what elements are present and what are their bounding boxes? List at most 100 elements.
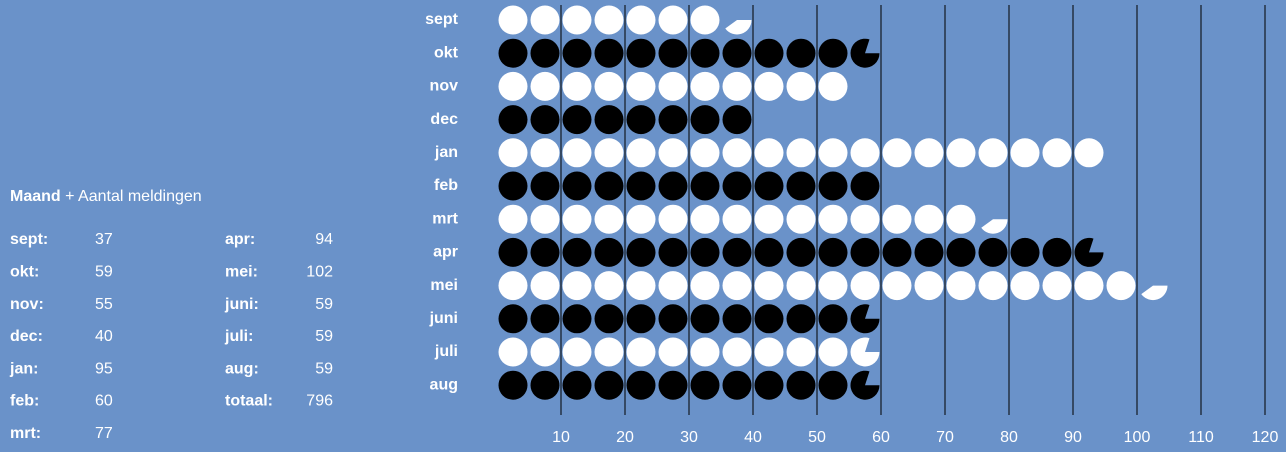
icon <box>1042 138 1072 168</box>
icon <box>818 138 848 168</box>
icon <box>594 138 624 168</box>
x-tick-label: 80 <box>1000 429 1018 446</box>
icon <box>626 105 656 135</box>
icon <box>978 138 1008 168</box>
icon <box>626 237 656 267</box>
icon <box>498 337 528 367</box>
table-label: aug: <box>225 360 259 377</box>
icon <box>562 370 592 400</box>
icon <box>530 71 560 101</box>
icon <box>946 204 976 234</box>
icon <box>594 304 624 334</box>
icon <box>658 71 688 101</box>
icon <box>690 271 720 301</box>
icon <box>498 204 528 234</box>
table-value: 796 <box>306 393 333 410</box>
x-tick-label: 10 <box>552 429 570 446</box>
icon <box>754 237 784 267</box>
row-label: jan <box>434 144 458 161</box>
icon <box>498 304 528 334</box>
x-tick-label: 120 <box>1252 429 1279 446</box>
icon <box>658 5 688 35</box>
icon <box>818 370 848 400</box>
icon <box>1106 271 1136 301</box>
icon <box>786 38 816 68</box>
icon <box>562 38 592 68</box>
icon-partial <box>850 337 880 367</box>
icon <box>722 204 752 234</box>
row-label: mrt <box>432 210 458 227</box>
icon <box>722 370 752 400</box>
icon <box>818 237 848 267</box>
icon <box>946 138 976 168</box>
icon <box>818 304 848 334</box>
icon <box>626 337 656 367</box>
icon <box>562 204 592 234</box>
icon <box>882 237 912 267</box>
icon-partial <box>1141 285 1168 301</box>
icon <box>1010 138 1040 168</box>
icon <box>530 138 560 168</box>
x-tick-label: 30 <box>680 429 698 446</box>
icon <box>1042 271 1072 301</box>
icon <box>818 171 848 201</box>
icon <box>690 370 720 400</box>
icon-row <box>498 38 880 68</box>
icon <box>594 105 624 135</box>
icon-row <box>498 204 1008 234</box>
icon <box>530 337 560 367</box>
icon <box>690 204 720 234</box>
icon <box>498 105 528 135</box>
icon <box>530 5 560 35</box>
icon <box>754 204 784 234</box>
icon <box>498 271 528 301</box>
icon <box>658 370 688 400</box>
icon <box>530 370 560 400</box>
icon <box>498 38 528 68</box>
icon-row <box>498 271 1168 301</box>
icon <box>626 138 656 168</box>
icon <box>818 337 848 367</box>
icon <box>658 38 688 68</box>
icon <box>690 38 720 68</box>
table-label: nov: <box>10 296 44 313</box>
icon <box>530 237 560 267</box>
icon <box>562 271 592 301</box>
icon <box>690 5 720 35</box>
table-value: 59 <box>315 296 333 313</box>
icon <box>818 271 848 301</box>
icon <box>498 138 528 168</box>
icon <box>882 204 912 234</box>
row-label: juni <box>429 310 458 327</box>
icon <box>690 71 720 101</box>
icon <box>562 237 592 267</box>
row-label: nov <box>430 78 459 95</box>
icon <box>722 304 752 334</box>
icon <box>722 105 752 135</box>
row-label: aug <box>430 376 458 393</box>
icon-partial <box>850 38 880 68</box>
icon <box>562 5 592 35</box>
icon <box>818 71 848 101</box>
icon <box>946 237 976 267</box>
icon <box>914 237 944 267</box>
icon-row <box>498 105 752 135</box>
icon <box>754 304 784 334</box>
icon <box>530 38 560 68</box>
icon <box>722 38 752 68</box>
icon <box>594 171 624 201</box>
icon <box>1074 138 1104 168</box>
icon-row <box>498 5 752 35</box>
icon <box>594 271 624 301</box>
icon <box>690 171 720 201</box>
icon <box>914 271 944 301</box>
icon <box>690 337 720 367</box>
icon <box>978 271 1008 301</box>
icon <box>626 204 656 234</box>
icon <box>722 171 752 201</box>
icon <box>626 71 656 101</box>
icon <box>626 171 656 201</box>
icon <box>626 370 656 400</box>
icon <box>882 271 912 301</box>
